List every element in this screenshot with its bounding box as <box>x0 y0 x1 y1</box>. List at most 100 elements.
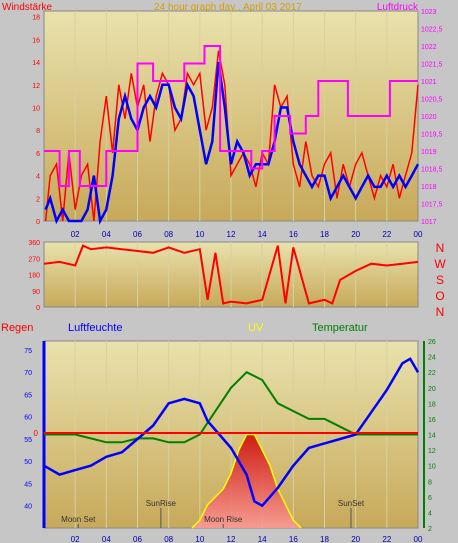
x-tick-label: 08 <box>164 230 173 239</box>
left-tick-label: 14 <box>32 60 40 67</box>
temp-tick-label: 10 <box>428 464 436 471</box>
x-tick-label: 12 <box>227 535 236 543</box>
left-tick-label: 0 <box>36 219 40 226</box>
luftfeuchte-label: Luftfeuchte <box>68 322 122 334</box>
compass-label: W <box>434 257 446 271</box>
humidity-tick-label: 70 <box>24 370 32 377</box>
gust-line <box>44 50 419 222</box>
left-tick-label: 8 <box>36 128 40 135</box>
x-tick-label: 06 <box>133 230 142 239</box>
direction-tick-label: 270 <box>28 256 40 263</box>
wind-pressure-chart: Windstärke 24 hour graph day , April 03 … <box>2 2 443 239</box>
x-tick-label: 02 <box>71 230 80 239</box>
x-tick-label: 06 <box>133 535 142 543</box>
humidity-tick-label: 60 <box>24 415 32 422</box>
right-tick-label: 1021,5 <box>421 62 443 69</box>
x-tick-label: 14 <box>258 230 267 239</box>
temp-tick-label: 24 <box>428 355 436 362</box>
right-tick-label: 1022,5 <box>421 27 443 34</box>
x-tick-label: 16 <box>289 535 298 543</box>
x-tick-label: 12 <box>227 230 236 239</box>
humidity-tick-label: 50 <box>24 459 32 466</box>
left-tick-label: 6 <box>36 151 40 158</box>
uv-label: UV <box>248 322 264 334</box>
x-tick-label: 10 <box>195 535 204 543</box>
x-tick-label: 08 <box>164 535 173 543</box>
compass-label: N <box>436 305 445 319</box>
temp-tick-label: 4 <box>428 510 432 517</box>
humidity-tick-label: 65 <box>24 392 32 399</box>
temp-tick-label: 2 <box>428 526 432 533</box>
x-tick-label: 20 <box>351 230 360 239</box>
compass-label: N <box>436 241 445 255</box>
x-tick-label: 22 <box>382 230 391 239</box>
chart-title: 24 hour graph day , April 03 2017 <box>154 2 302 13</box>
right-tick-label: 1018,5 <box>421 167 443 174</box>
x-tick-label: 00 <box>414 535 423 543</box>
x-tick-label: 02 <box>71 535 80 543</box>
annotation-label: Moon Set <box>61 515 96 524</box>
left-axis-title-1: Windstärke <box>2 2 52 13</box>
temp-tick-label: 18 <box>428 401 436 408</box>
uv-line <box>191 433 302 529</box>
wind-speed-line <box>44 61 420 225</box>
temp-tick-label: 22 <box>428 370 436 377</box>
pressure-line <box>44 45 418 187</box>
humidity-tick-label: 75 <box>24 348 32 355</box>
left-tick-label: 4 <box>36 174 40 181</box>
x-tick-label: 14 <box>258 535 267 543</box>
right-axis-title-1: Luftdruck <box>377 2 419 13</box>
right-tick-label: 1019,5 <box>421 132 443 139</box>
temp-tick-label: 8 <box>428 479 432 486</box>
right-tick-label: 1023 <box>421 9 437 16</box>
annotation-label: Moon Rise <box>204 515 243 524</box>
temp-tick-label: 20 <box>428 386 436 393</box>
left-tick-label: 10 <box>32 105 40 112</box>
wind-direction-line <box>43 244 419 305</box>
right-tick-label: 1019 <box>421 149 437 156</box>
temp-tick-label: 14 <box>428 433 436 440</box>
right-tick-label: 1020,5 <box>421 97 443 104</box>
temp-tick-label: 26 <box>428 339 436 346</box>
right-tick-label: 1017,5 <box>421 202 443 209</box>
temp-tick-label: 16 <box>428 417 436 424</box>
compass-label: O <box>435 289 444 303</box>
x-tick-label: 18 <box>320 535 329 543</box>
direction-tick-label: 360 <box>28 240 40 247</box>
x-tick-label: 04 <box>102 535 111 543</box>
direction-tick-label: 0 <box>36 305 40 312</box>
temperatur-label: Temperatur <box>312 322 368 334</box>
x-tick-label: 22 <box>382 535 391 543</box>
humidity-line <box>43 357 420 508</box>
right-tick-label: 1022 <box>421 44 437 51</box>
humidity-tick-label: 55 <box>24 437 32 444</box>
x-tick-label: 10 <box>195 230 204 239</box>
humidity-tick-label: 40 <box>24 504 32 511</box>
annotation-label: SunSet <box>338 499 365 508</box>
right-tick-label: 1021 <box>421 79 437 86</box>
left-tick-label: 12 <box>32 83 40 90</box>
x-tick-label: 00 <box>414 230 423 239</box>
left-tick-label: 2 <box>36 196 40 203</box>
left-tick-label: 18 <box>32 15 40 22</box>
annotation-label: SunRise <box>146 499 177 508</box>
temp-tick-label: 6 <box>428 495 432 502</box>
rain-zero-label: 0 <box>34 429 39 438</box>
left-tick-label: 16 <box>32 37 40 44</box>
x-tick-label: 20 <box>351 535 360 543</box>
humidity-tick-label: 45 <box>24 481 32 488</box>
x-tick-label: 16 <box>289 230 298 239</box>
direction-tick-label: 180 <box>28 273 40 280</box>
right-tick-label: 1018 <box>421 184 437 191</box>
right-tick-label: 1020 <box>421 114 437 121</box>
direction-tick-label: 90 <box>32 289 40 296</box>
compass-label: S <box>436 273 444 287</box>
x-tick-label: 04 <box>102 230 111 239</box>
uv-area <box>192 434 302 528</box>
right-tick-label: 1017 <box>421 219 437 226</box>
regen-label: Regen <box>1 322 33 334</box>
x-tick-label: 18 <box>320 230 329 239</box>
rain-humidity-uv-temp-chart: Regen Luftfeuchte UV Temperatur 40455055… <box>1 322 436 543</box>
